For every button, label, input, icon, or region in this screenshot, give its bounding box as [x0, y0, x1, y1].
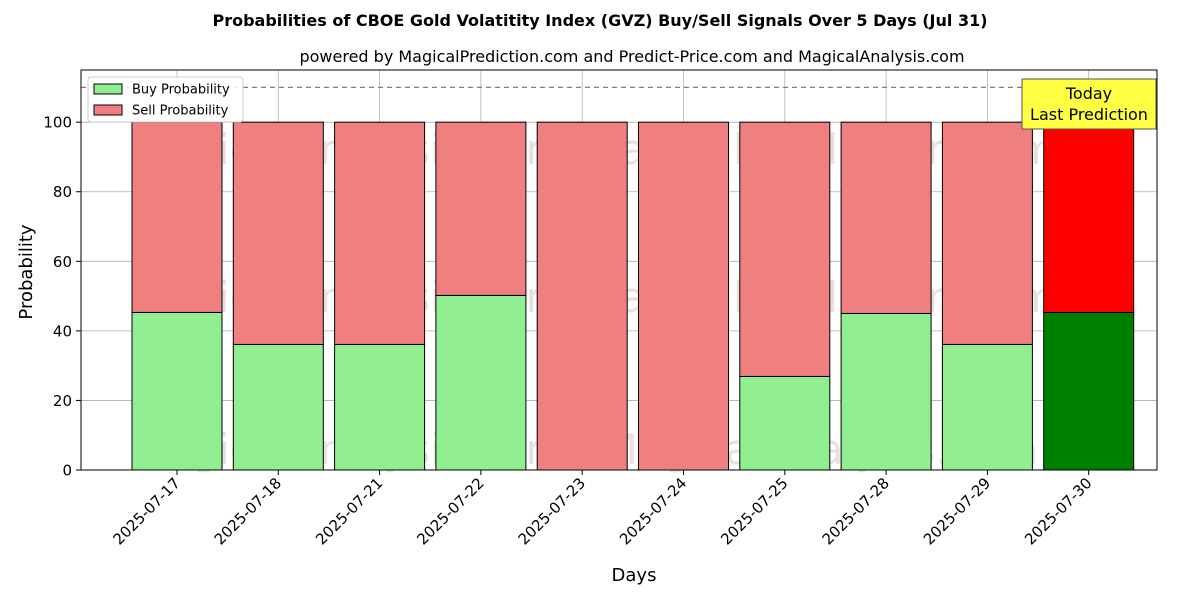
chart-title: Probabilities of CBOE Gold Volatitity In…	[212, 11, 987, 30]
sell-bar	[1043, 121, 1135, 313]
annotation-box	[1021, 78, 1157, 130]
buy-bar	[334, 343, 426, 471]
sell-bar	[334, 121, 426, 345]
x-tick-label: 2025-07-24	[616, 474, 690, 548]
x-tick-label: 2025-07-30	[1021, 474, 1095, 548]
x-tick-label: 2025-07-17	[109, 474, 183, 548]
plot-area: MagicalAnalysis.comMagicalPrediction.com…	[43, 69, 1158, 548]
today-annotation: Today Last Prediction	[1021, 78, 1157, 130]
sell-bar	[941, 121, 1033, 345]
annotation-line-2: Last Prediction	[1030, 105, 1148, 124]
y-tick-label: 40	[53, 322, 72, 340]
sell-bar	[131, 121, 223, 313]
chart-subtitle: powered by MagicalPrediction.com and Pre…	[299, 47, 964, 66]
y-tick-label: 0	[62, 462, 72, 480]
legend-box	[87, 76, 244, 123]
x-tick-label: 2025-07-29	[920, 474, 994, 548]
annotation-line-1: Today	[1065, 84, 1112, 103]
legend-swatch	[93, 104, 123, 116]
legend: Buy Probability Sell Probability	[87, 76, 244, 123]
y-tick-label: 20	[53, 392, 72, 410]
x-tick-label: 2025-07-18	[211, 474, 285, 548]
legend-label: Sell Probability	[132, 104, 229, 119]
y-tick-label: 100	[43, 114, 72, 132]
x-tick-label: 2025-07-21	[312, 474, 386, 548]
sell-bar	[840, 121, 932, 314]
buy-bar	[1043, 311, 1135, 471]
sell-bar	[739, 121, 831, 377]
x-tick-label: 2025-07-28	[819, 474, 893, 548]
x-tick-label: 2025-07-23	[515, 474, 589, 548]
buy-bar	[941, 343, 1033, 471]
legend-swatch	[93, 83, 123, 95]
axes-frame	[80, 69, 1158, 471]
buy-bar	[435, 294, 527, 471]
sell-bar	[536, 121, 628, 471]
y-axis-label: Probability	[16, 224, 37, 319]
legend-label: Buy Probability	[132, 83, 230, 98]
x-tick-label: 2025-07-22	[413, 474, 487, 548]
buy-bar	[739, 375, 831, 471]
buy-bar	[131, 311, 223, 471]
x-axis-label: Days	[612, 565, 657, 586]
sell-bar	[638, 121, 729, 471]
sell-bar	[232, 121, 324, 345]
buy-bar	[232, 343, 324, 471]
sell-bar	[435, 121, 527, 296]
x-tick-label: 2025-07-25	[717, 474, 791, 548]
buy-bar	[840, 312, 932, 471]
y-tick-label: 80	[53, 183, 72, 201]
y-tick-label: 60	[53, 253, 72, 271]
